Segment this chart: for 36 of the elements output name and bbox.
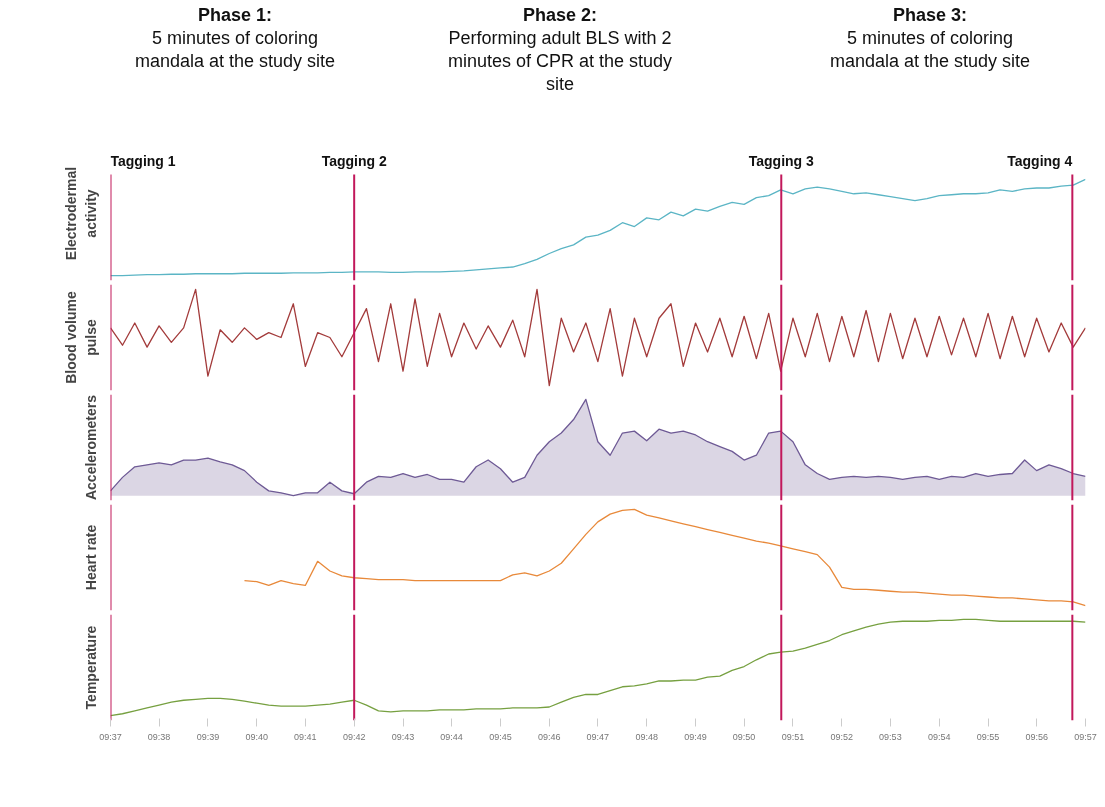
y-axis-title: Temperature <box>82 625 99 710</box>
x-tick-label: 09:50 <box>732 731 756 742</box>
text: Phase 1: <box>197 5 273 25</box>
ref-line-label: Tagging 4 <box>1007 152 1073 169</box>
text: Phase 3: <box>892 5 968 25</box>
x-tick-label: 09:56 <box>1025 731 1048 742</box>
ref-line-label: Tagging 2 <box>321 152 387 169</box>
x-tick-label: 09:51 <box>781 731 805 742</box>
x-tick-label: 09:45 <box>489 731 512 742</box>
x-tick-label: 09:54 <box>927 731 951 742</box>
y-axis-title: Accelerometers <box>82 394 99 501</box>
ref-line-label: Tagging 3 <box>748 152 815 169</box>
x-tick-label: 09:46 <box>538 731 561 742</box>
x-tick-label: 09:48 <box>635 731 658 742</box>
y-axis-title: Heart rate <box>82 524 99 591</box>
x-tick-label: 09:49 <box>684 731 707 742</box>
x-tick-label: 09:44 <box>440 731 463 742</box>
x-tick-label: 09:39 <box>196 731 220 742</box>
x-tick-label: 09:52 <box>830 731 854 742</box>
text: Phase 2: <box>522 5 598 25</box>
text: 5 minutes of coloring mandala at the study site <box>134 28 336 71</box>
text: Performing adult BLS with 2 minutes of CPR at the study site <box>447 28 673 94</box>
x-tick-label: 09:42 <box>342 731 366 742</box>
x-tick-label: 09:55 <box>976 731 1000 742</box>
text: 5 minutes of coloring mandala at the study site <box>829 28 1031 71</box>
x-tick-label: 09:57 <box>1074 731 1097 742</box>
y-axis-title: Blood volume pulse <box>63 291 99 384</box>
x-tick-label: 09:38 <box>147 731 171 742</box>
x-tick-label: 09:47 <box>586 731 610 742</box>
x-tick-label: 09:40 <box>245 731 269 742</box>
x-tick-label: 09:37 <box>99 731 122 742</box>
x-tick-label: 09:53 <box>879 731 902 742</box>
y-axis-title: Electrodermal activity <box>63 166 99 261</box>
x-tick-label: 09:41 <box>294 731 317 742</box>
ref-line-label: Tagging 1 <box>110 152 176 169</box>
x-tick-label: 09:43 <box>391 731 415 742</box>
